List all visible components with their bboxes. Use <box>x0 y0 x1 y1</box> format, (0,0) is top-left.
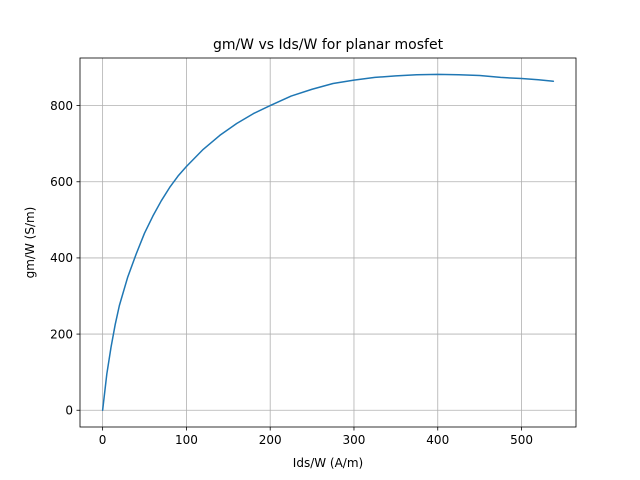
x-tick-label: 300 <box>343 433 366 447</box>
x-tick-label: 400 <box>426 433 449 447</box>
y-axis-label: gm/W (S/m) <box>23 207 37 279</box>
ticks: 0 100 200 300 400 500 0 200 400 600 800 <box>50 99 533 447</box>
y-tick-label: 200 <box>50 327 73 341</box>
x-tick-label: 200 <box>259 433 282 447</box>
y-tick-label: 600 <box>50 175 73 189</box>
x-axis-label: Ids/W (A/m) <box>293 456 363 470</box>
y-tick-label: 400 <box>50 251 73 265</box>
x-tick-label: 0 <box>99 433 107 447</box>
y-tick-label: 0 <box>65 404 73 418</box>
series-line <box>101 73 555 411</box>
grid <box>80 58 576 427</box>
series-layer <box>101 73 555 411</box>
plot-frame <box>79 57 577 428</box>
chart-title: gm/W vs Ids/W for planar mosfet <box>213 37 444 53</box>
x-tick-label: 100 <box>175 433 198 447</box>
x-tick-label: 500 <box>510 433 533 447</box>
y-tick-label: 800 <box>50 99 73 113</box>
